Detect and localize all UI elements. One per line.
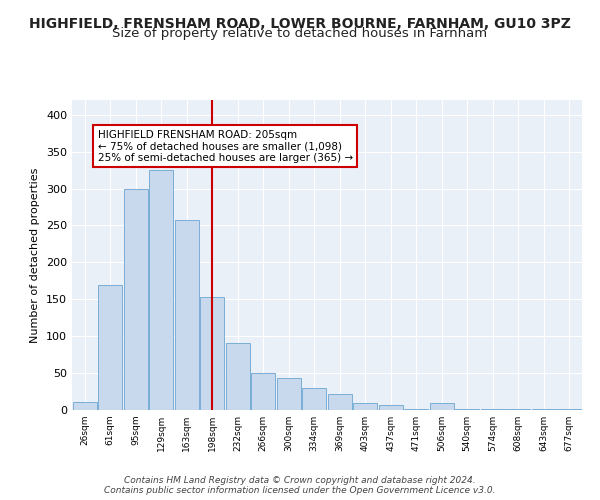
Bar [251,373,275,410]
Text: HIGHFIELD, FRENSHAM ROAD, LOWER BOURNE, FARNHAM, GU10 3PZ: HIGHFIELD, FRENSHAM ROAD, LOWER BOURNE, … [29,18,571,32]
Y-axis label: Number of detached properties: Number of detached properties [31,168,40,342]
Bar [328,394,352,410]
Text: HIGHFIELD FRENSHAM ROAD: 205sqm
← 75% of detached houses are smaller (1,098)
25%: HIGHFIELD FRENSHAM ROAD: 205sqm ← 75% of… [97,130,353,162]
Bar [532,408,556,410]
Text: Contains HM Land Registry data © Crown copyright and database right 2024.
Contai: Contains HM Land Registry data © Crown c… [104,476,496,495]
Bar [481,408,505,410]
Bar [73,402,97,410]
Bar [149,170,173,410]
Bar [175,220,199,410]
Bar [455,408,479,410]
Bar [98,284,122,410]
Bar [430,402,454,410]
Bar [404,408,428,410]
Bar [124,188,148,410]
Bar [302,388,326,410]
Text: Size of property relative to detached houses in Farnham: Size of property relative to detached ho… [112,28,488,40]
Bar [379,405,403,410]
Bar [200,297,224,410]
Bar [353,402,377,410]
Bar [226,343,250,410]
Bar [277,378,301,410]
